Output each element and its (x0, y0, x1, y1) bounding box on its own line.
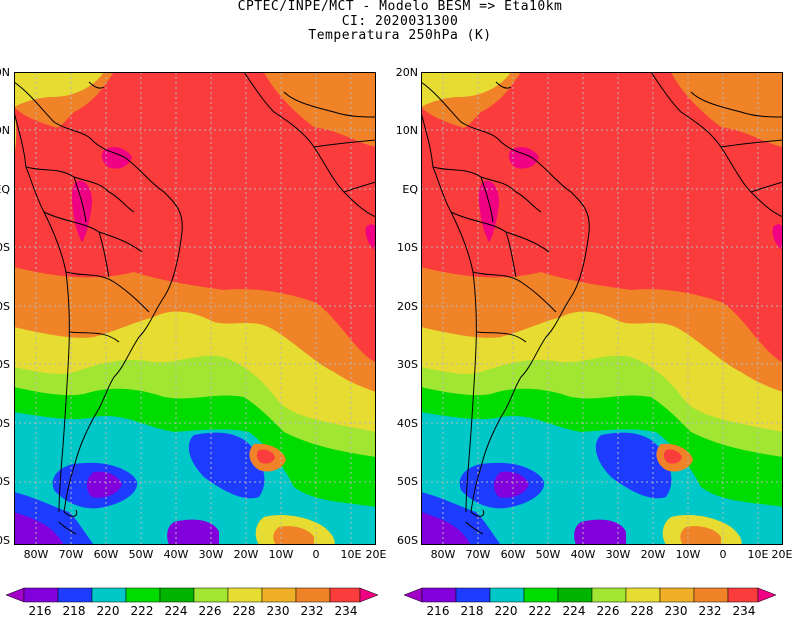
right-lat-label: 40S (397, 417, 418, 430)
left-lat-label: 0S (0, 241, 10, 254)
left-colorbar-label: 220 (96, 604, 120, 618)
right-lat-label: 30S (397, 358, 418, 371)
right-colorbar-label: 232 (698, 604, 722, 618)
left-lat-label: 0S (0, 534, 10, 547)
left-lon-label: 20E (365, 548, 387, 561)
left-colorbar-label: 234 (334, 604, 358, 618)
left-lat-label: 0S (0, 358, 10, 371)
left-map-panel (14, 72, 376, 545)
right-colorbar-label: 220 (494, 604, 518, 618)
left-lon-label: 80W (23, 548, 49, 561)
left-lon-label: 40W (163, 548, 189, 561)
right-colorbar-label: 216 (426, 604, 450, 618)
right-lon-label: 80W (430, 548, 456, 561)
right-colorbar-label: 228 (630, 604, 654, 618)
left-colorbar-label: 218 (62, 604, 86, 618)
right-lon-label: 0 (719, 548, 727, 561)
right-lon-label: 10W (675, 548, 701, 561)
right-lon-label: 20E (771, 548, 793, 561)
right-lat-label: 20S (397, 300, 418, 313)
title-line-2: CI: 2020031300 (341, 14, 459, 29)
right-colorbar-label: 226 (596, 604, 620, 618)
left-colorbar-label: 228 (232, 604, 256, 618)
left-lon-label: 20W (233, 548, 259, 561)
left-colorbar-bar (6, 587, 378, 603)
left-colorbar-label: 216 (28, 604, 52, 618)
right-lon-label: 70W (465, 548, 491, 561)
left-temperature-map (14, 72, 376, 545)
right-colorbar-label: 222 (528, 604, 552, 618)
left-lat-label: 0S (0, 417, 10, 430)
right-colorbar-label: 224 (562, 604, 586, 618)
left-lon-label: 50W (128, 548, 154, 561)
right-lon-label: 30W (605, 548, 631, 561)
right-lat-label: 50S (397, 475, 418, 488)
right-map-panel (421, 72, 783, 545)
left-lat-label: 0N (0, 124, 10, 137)
left-lon-label: 70W (58, 548, 84, 561)
left-colorbar-label: 224 (164, 604, 188, 618)
left-colorbar-label: 226 (198, 604, 222, 618)
left-lat-label: 0S (0, 300, 10, 313)
left-colorbar-label: 222 (130, 604, 154, 618)
left-colorbar-label: 230 (266, 604, 290, 618)
right-lon-label: 50W (535, 548, 561, 561)
left-lon-label: 60W (93, 548, 119, 561)
right-lat-label: 20N (395, 66, 418, 79)
left-lat-label: 0S (0, 475, 10, 488)
right-lon-label: 60W (500, 548, 526, 561)
right-lon-label: 20W (640, 548, 666, 561)
right-lat-label: EQ (402, 183, 418, 196)
left-lon-label: 0 (312, 548, 320, 561)
right-temperature-map (421, 72, 783, 545)
right-lat-label: 10N (395, 124, 418, 137)
right-colorbar-label: 230 (664, 604, 688, 618)
left-colorbar-label: 232 (300, 604, 324, 618)
left-colorbar (6, 587, 378, 603)
right-colorbar-bar (404, 587, 776, 603)
right-lon-label: 10E (747, 548, 769, 561)
left-lat-label: 0N (0, 66, 10, 79)
right-colorbar-label: 234 (732, 604, 756, 618)
right-lat-label: 10S (397, 241, 418, 254)
left-lon-label: 10E (340, 548, 362, 561)
left-lon-label: 30W (198, 548, 224, 561)
title-line-1: CPTEC/INPE/MCT - Modelo BESM => Eta10km (237, 0, 563, 14)
left-lon-label: 10W (268, 548, 294, 561)
title-line-3: Temperatura 250hPa (K) (308, 28, 492, 43)
right-colorbar (404, 587, 776, 603)
left-lat-label: EQ (0, 183, 10, 196)
right-lat-label: 60S (397, 534, 418, 547)
right-lon-label: 40W (570, 548, 596, 561)
right-colorbar-label: 218 (460, 604, 484, 618)
